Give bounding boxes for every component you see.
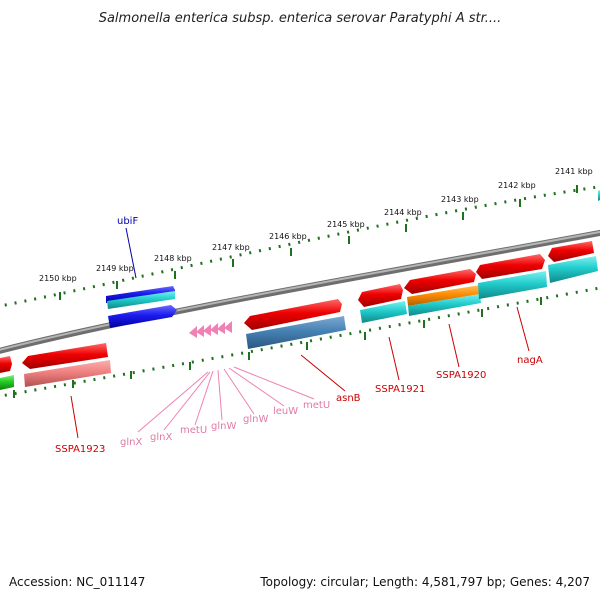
label-SSPA1920[interactable]: SSPA1920 <box>436 370 486 381</box>
glnX-1-leader <box>137 371 209 433</box>
label-nagA[interactable]: nagA <box>517 355 543 366</box>
label-ubiF[interactable]: ubiF <box>117 216 138 227</box>
label-glnW-2[interactable]: glnW <box>243 414 268 425</box>
genome-backbone <box>0 229 600 354</box>
right-edge-gene[interactable] <box>548 241 598 283</box>
scale-label-2144: 2144 kbp <box>384 208 422 217</box>
glnW-2-leader <box>223 368 255 415</box>
asnB-leader <box>300 354 346 392</box>
scale-label-2145: 2145 kbp <box>327 220 365 229</box>
left-edge-features[interactable] <box>0 356 14 390</box>
label-SSPA1921[interactable]: SSPA1921 <box>375 384 425 395</box>
leader-lines <box>70 227 530 439</box>
tRNA-arrows <box>189 321 232 338</box>
scale-label-2142: 2142 kbp <box>498 181 536 190</box>
SSPA1921-leader <box>388 336 400 381</box>
metU-2-leader <box>233 366 315 400</box>
nagA-gene[interactable] <box>476 254 547 299</box>
label-glnX-1[interactable]: glnX <box>120 437 142 448</box>
SSPA1920-gene[interactable] <box>404 269 481 316</box>
scale-label-2143: 2143 kbp <box>441 195 479 204</box>
glnW-1-leader <box>217 369 223 421</box>
scale-label-2149: 2149 kbp <box>96 264 134 273</box>
label-leuW[interactable]: leuW <box>273 406 298 417</box>
upper-major-ticks <box>59 185 578 300</box>
scale-label-2148: 2148 kbp <box>154 254 192 263</box>
glnX-2-leader <box>163 371 211 431</box>
scale-labels: 2150 kbp 2149 kbp 2148 kbp 2147 kbp 2146… <box>39 167 593 283</box>
lower-scale <box>0 286 600 398</box>
metU-1-leader <box>194 370 214 426</box>
gene-labels: ubiF SSPA1923 glnX glnX metU glnW glnW l… <box>55 216 543 455</box>
ubiF-feature[interactable] <box>106 286 175 309</box>
map-title: Salmonella enterica subsp. enterica sero… <box>99 11 502 26</box>
asnB-gene[interactable] <box>244 299 346 349</box>
SSPA1920-leader <box>448 323 460 368</box>
lower-major-ticks <box>13 297 542 398</box>
accession-text: Accession: NC_011147 <box>9 575 145 589</box>
SSPA1923-leader <box>70 395 79 439</box>
label-glnW-1[interactable]: glnW <box>211 421 236 432</box>
label-SSPA1923[interactable]: SSPA1923 <box>55 444 105 455</box>
ubiF-leader <box>125 227 137 279</box>
SSPA1921-gene[interactable] <box>358 284 407 323</box>
SSPA1923-gene[interactable] <box>22 343 111 387</box>
nagA-leader <box>516 306 530 352</box>
label-asnB[interactable]: asnB <box>336 393 361 404</box>
scale-label-2150: 2150 kbp <box>39 274 77 283</box>
label-metU-1[interactable]: metU <box>180 425 207 436</box>
scale-label-2141: 2141 kbp <box>555 167 593 176</box>
ubiF-gene[interactable] <box>108 305 177 328</box>
leuW-leader <box>228 367 285 407</box>
scale-label-2146: 2146 kbp <box>269 232 307 241</box>
label-metU-2[interactable]: metU <box>303 400 330 411</box>
label-glnX-2[interactable]: glnX <box>150 432 172 443</box>
scale-label-2147: 2147 kbp <box>212 243 250 252</box>
topology-summary: Topology: circular; Length: 4,581,797 bp… <box>259 575 590 589</box>
